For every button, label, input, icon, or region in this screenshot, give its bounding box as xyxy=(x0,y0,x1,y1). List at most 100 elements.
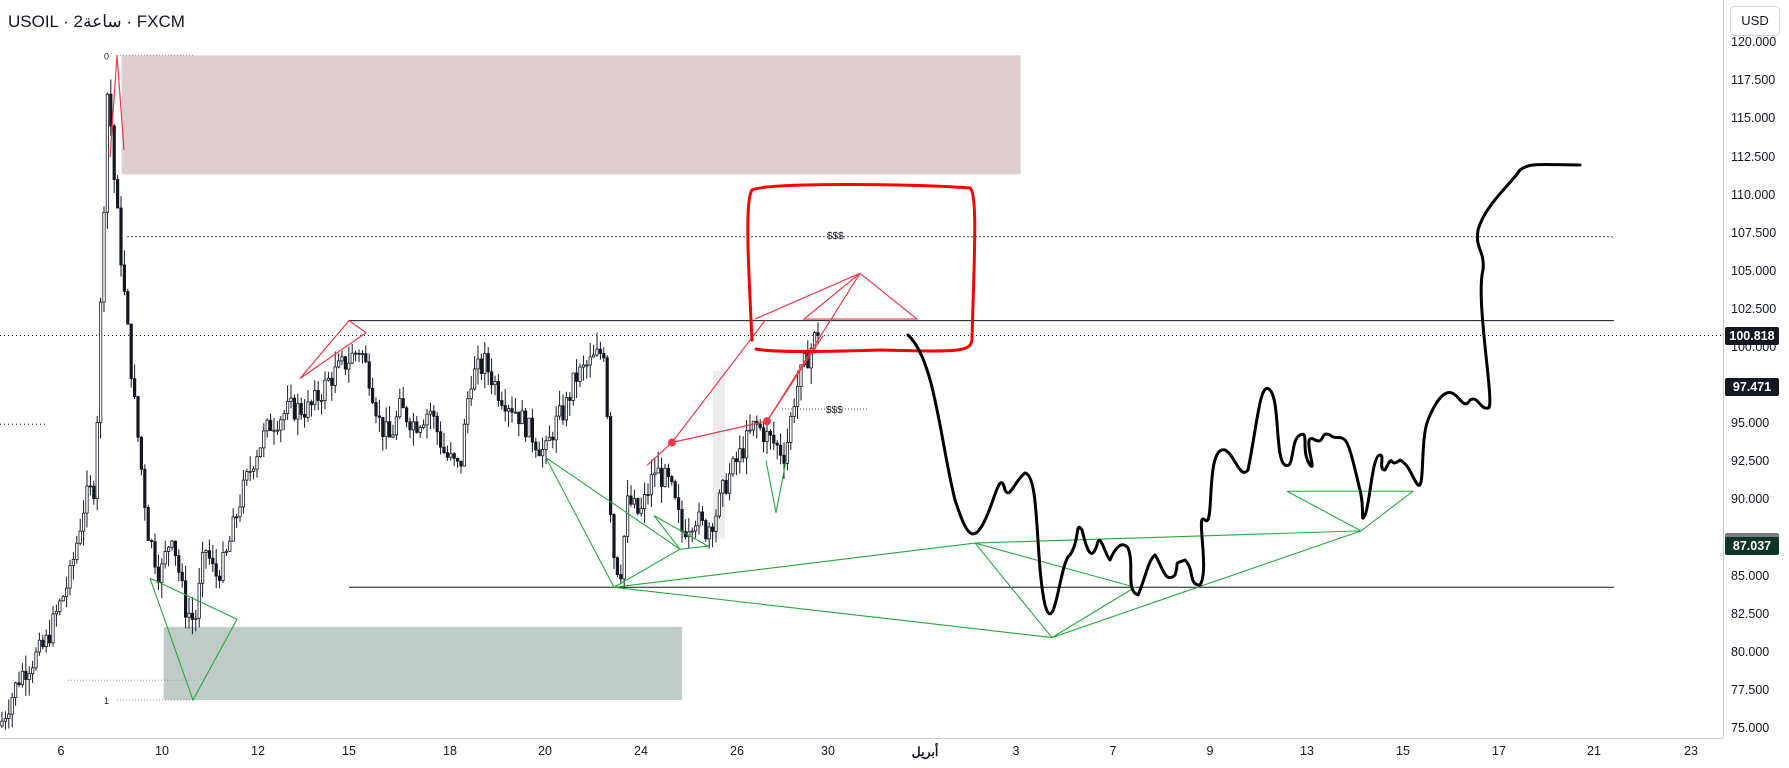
candle xyxy=(537,449,541,457)
y-tick-label: 102.500 xyxy=(1731,301,1777,316)
candle xyxy=(602,353,606,359)
y-tick-label: 75.000 xyxy=(1731,721,1770,735)
candle xyxy=(524,410,528,438)
x-tick-label: 18 xyxy=(443,744,457,758)
candle xyxy=(306,401,310,418)
candle xyxy=(799,364,803,387)
candle xyxy=(479,358,484,374)
candle xyxy=(211,557,215,565)
y-tick-label: 117.500 xyxy=(1731,73,1776,88)
candle xyxy=(765,430,769,443)
highlight-bar xyxy=(713,370,725,539)
candle xyxy=(700,511,705,521)
candle xyxy=(387,421,392,438)
candle xyxy=(666,467,671,477)
red-pivot-dot xyxy=(763,417,771,426)
candle xyxy=(639,508,643,514)
green-structure-line xyxy=(1286,490,1415,532)
y-tick-label: 95.000 xyxy=(1731,416,1770,431)
candle xyxy=(578,366,582,382)
candle xyxy=(527,417,531,438)
candle xyxy=(751,420,756,431)
candle xyxy=(724,479,728,494)
candle xyxy=(343,356,348,370)
candle xyxy=(728,473,732,494)
candle xyxy=(796,386,800,407)
candle xyxy=(809,347,813,369)
candle xyxy=(401,398,405,409)
candle xyxy=(415,421,419,433)
symbol-title[interactable]: USOIL · 2ساعة · FXCM xyxy=(8,12,185,31)
candle xyxy=(374,402,378,417)
candle xyxy=(289,397,293,402)
price-tag-dark: 97.471 xyxy=(1725,377,1779,396)
candle xyxy=(282,413,286,421)
candle xyxy=(166,546,171,552)
candle xyxy=(629,495,633,505)
candle xyxy=(109,93,113,127)
candle xyxy=(99,301,103,423)
candle xyxy=(391,434,395,438)
candle xyxy=(17,682,21,686)
candle xyxy=(10,697,14,715)
candle xyxy=(455,458,460,462)
fib-label-bottom: 1 xyxy=(104,696,109,706)
candle xyxy=(85,485,89,514)
candle xyxy=(435,415,439,433)
liquidity-label: $$$ xyxy=(826,405,843,416)
candle xyxy=(721,479,725,494)
x-tick-label: 6 xyxy=(57,744,65,758)
candle xyxy=(333,366,337,386)
candle xyxy=(302,414,307,418)
candle xyxy=(472,368,477,390)
candle xyxy=(326,377,331,381)
candle xyxy=(411,421,416,431)
candle xyxy=(534,441,538,451)
candle xyxy=(27,673,31,680)
candle xyxy=(75,542,79,560)
candle xyxy=(279,419,283,431)
candle xyxy=(775,442,779,446)
candle xyxy=(486,353,490,373)
candle xyxy=(234,516,239,519)
candle xyxy=(156,566,160,583)
candle xyxy=(136,396,140,438)
candle xyxy=(92,485,96,499)
candle xyxy=(180,571,184,582)
candle xyxy=(680,509,684,532)
candle xyxy=(316,389,320,401)
candle xyxy=(54,610,59,615)
candle xyxy=(357,352,361,355)
candle xyxy=(738,448,742,463)
candle xyxy=(265,419,269,432)
candle xyxy=(564,397,569,421)
candle xyxy=(646,494,650,496)
candle xyxy=(792,406,796,417)
candle xyxy=(170,540,174,548)
candle xyxy=(268,419,273,431)
candle xyxy=(61,596,65,602)
currency-button[interactable]: USD xyxy=(1730,6,1780,36)
y-tick-label: 85.000 xyxy=(1731,568,1770,583)
green-structure-line xyxy=(653,515,710,550)
candle xyxy=(377,415,382,418)
candle xyxy=(785,442,790,464)
x-tick-label: 3 xyxy=(1012,744,1020,758)
x-tick-label: أبريل xyxy=(911,745,939,759)
candle xyxy=(190,612,194,620)
candle xyxy=(384,421,388,437)
candle xyxy=(428,410,433,415)
candle xyxy=(30,667,35,675)
candle xyxy=(82,512,86,532)
x-tick-label: 21 xyxy=(1587,744,1601,758)
candle xyxy=(13,682,18,698)
y-tick-label: 110.000 xyxy=(1731,187,1776,202)
price-chart[interactable]: 0 1 $$$ $$$ xyxy=(0,0,1723,738)
candle xyxy=(711,526,715,532)
candle xyxy=(568,397,572,401)
candle xyxy=(309,401,314,406)
candle xyxy=(745,430,749,459)
candle xyxy=(670,476,674,483)
candle xyxy=(146,507,150,541)
candle xyxy=(153,541,157,568)
